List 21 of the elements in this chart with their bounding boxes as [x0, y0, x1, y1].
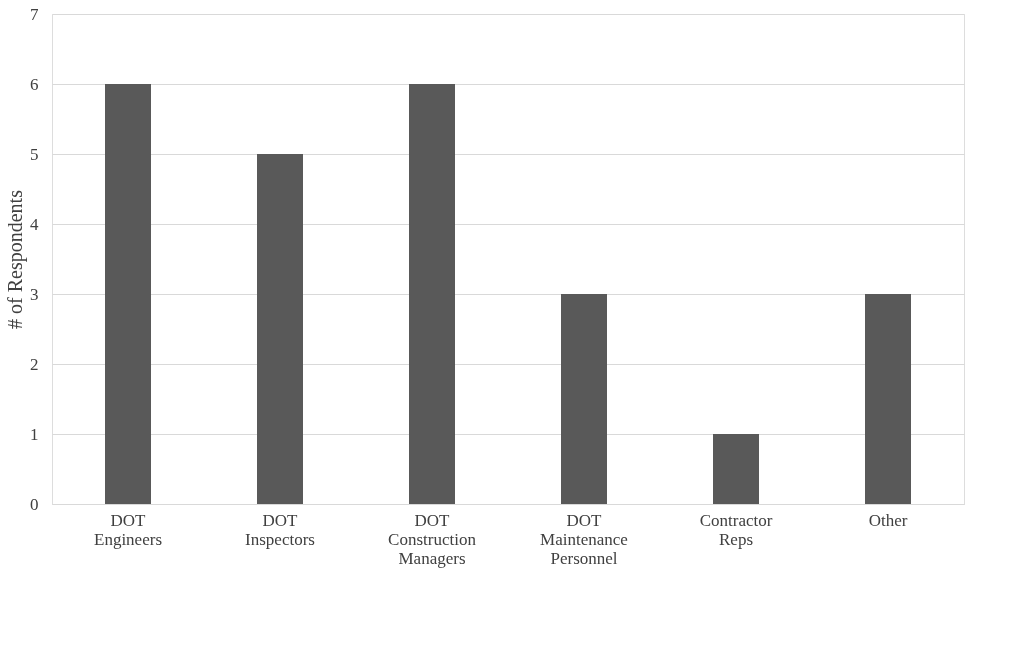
y-tick-label: 0 [30, 494, 39, 514]
bar [409, 84, 455, 504]
y-tick-label: 7 [30, 4, 39, 24]
y-tick-label: 3 [30, 284, 39, 304]
y-tick-label: 5 [30, 144, 39, 164]
y-tick-label: 6 [30, 74, 39, 94]
y-tick-label: 4 [30, 214, 39, 234]
bar [561, 294, 607, 504]
x-tick-label: DOT Inspectors [245, 510, 315, 549]
x-tick-label: Contractor Reps [699, 510, 773, 549]
bar [865, 294, 911, 504]
x-tick-label: DOT Engineers [94, 510, 162, 549]
bar [105, 84, 151, 504]
y-tick-label: 1 [30, 424, 39, 444]
y-tick-label: 2 [30, 354, 39, 374]
x-tick-label: Other [868, 510, 908, 530]
bar [713, 434, 759, 504]
x-tick-label: DOT Construction Managers [388, 510, 477, 568]
bar [257, 154, 303, 504]
y-axis-title: # of Respondents [4, 189, 27, 329]
x-tick-label: DOT Maintenance Personnel [540, 510, 628, 568]
